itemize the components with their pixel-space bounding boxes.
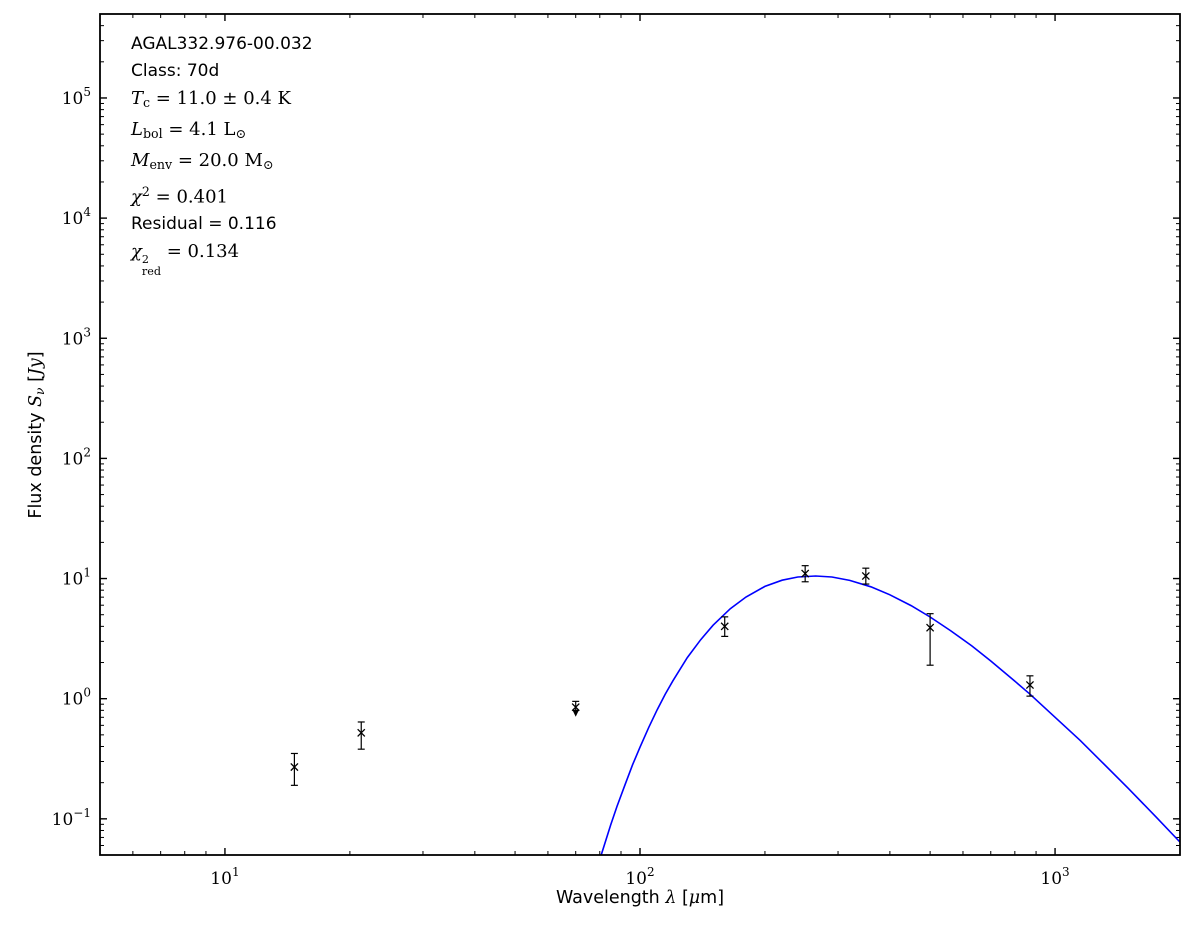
- data-point: [926, 613, 935, 666]
- y-tick-label: 103: [62, 325, 91, 349]
- data-point: [720, 616, 729, 637]
- x-marker: [801, 569, 810, 578]
- x-marker: [926, 623, 935, 632]
- x-tick-label: 101: [210, 865, 239, 889]
- data-point: [1025, 675, 1035, 697]
- y-tick-label: 104: [62, 205, 92, 229]
- data-point: [290, 752, 299, 786]
- data-point: [861, 567, 870, 585]
- y-tick-label: 102: [62, 445, 91, 469]
- major-ticks: [100, 14, 1180, 855]
- x-axis-label: Wavelength λ [μm]: [555, 888, 725, 908]
- y-tick-label: 10−1: [52, 806, 91, 830]
- model-curve: [600, 575, 1180, 855]
- source-name: AGAL332.976-00.032: [131, 34, 313, 54]
- plot-frame: [99, 13, 1181, 856]
- y-axis-label: Flux density Sν [Jy]: [26, 350, 48, 519]
- annotation-line-2: Tc = 11.0 ± 0.4 K: [131, 88, 292, 111]
- tick-labels: 101 102 103 10−1 100 101 102 103 104 105: [52, 85, 1070, 889]
- y-tick-label: 105: [62, 85, 91, 109]
- x-marker: [357, 728, 366, 737]
- annotation-line-5: χ2 = 0.401: [131, 184, 228, 208]
- data-point: [571, 700, 580, 717]
- x-marker: [290, 762, 299, 772]
- data-point: [357, 721, 366, 750]
- annotation-line-3: Lbol = 4.1 L⊙: [131, 119, 247, 142]
- y-tick-label: 101: [62, 566, 91, 590]
- annotation-line-7: χ 2 red = 0.134: [131, 240, 240, 278]
- x-tick-label: 103: [1040, 865, 1069, 889]
- x-marker: [861, 571, 870, 581]
- data-point: [801, 565, 810, 583]
- x-marker: [720, 622, 729, 631]
- annotation-line-1: Class: 70d: [131, 61, 220, 81]
- annotation-line-4: Menv = 20.0 M⊙: [131, 150, 274, 173]
- x-marker: [571, 703, 580, 712]
- y-tick-label: 100: [62, 686, 91, 710]
- upper-limit-arrow: [572, 709, 580, 717]
- data-points: [290, 565, 1035, 786]
- supsub-stack: 2 red: [141, 252, 161, 278]
- annotation-line-6: Residual = 0.116: [131, 213, 277, 234]
- annotation-box: AGAL332.976-00.032 Class: 70d Tc = 11.0 ± …: [131, 31, 313, 277]
- x-marker: [1025, 680, 1035, 690]
- x-tick-label: 102: [625, 865, 654, 889]
